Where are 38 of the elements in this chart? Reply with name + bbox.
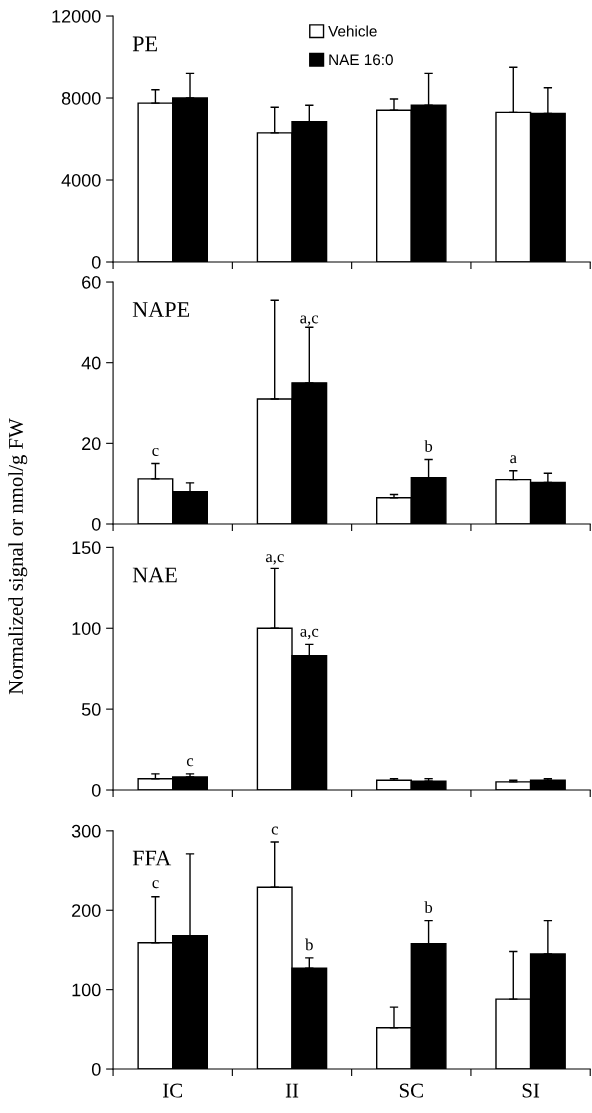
y-tick-label: 0 [91, 255, 101, 269]
y-tick-label: 150 [72, 541, 101, 555]
y-axis-title: Normalized signal or nmol/g FW [8, 418, 28, 695]
y-tick-label: 0 [91, 1062, 101, 1076]
y-tick-label: 100 [72, 983, 101, 997]
legend-label: NAE 16:0 [329, 54, 393, 66]
text: PE [132, 36, 157, 52]
annotation: b [305, 938, 313, 951]
y-tick-label: 0 [91, 783, 101, 797]
text: NAE [132, 567, 177, 583]
annotation: c [271, 826, 279, 835]
y-tick-label: 12000 [52, 9, 101, 23]
y-tick-label: 100 [72, 622, 101, 635]
y-tick-label: 40 [81, 356, 101, 370]
annotation: c [152, 880, 159, 889]
x-tick-label: IC [163, 1083, 182, 1098]
annotation: c [186, 758, 194, 767]
text: FFA [132, 850, 172, 866]
text: NAPE [132, 302, 190, 317]
y-tick-label: 0 [91, 517, 101, 531]
y-tick-label: 4000 [61, 173, 101, 187]
annotation: b [424, 901, 433, 914]
y-tick-label: 20 [82, 437, 101, 451]
annotation: b [424, 440, 433, 452]
x-tick-label: SI [522, 1083, 540, 1098]
x-tick-label: SC [399, 1083, 423, 1098]
annotation: a [510, 455, 517, 464]
x-tick-label: II [285, 1083, 299, 1098]
y-tick-label: 300 [71, 824, 101, 838]
y-tick-label: 60 [82, 275, 101, 289]
y-tick-label: 200 [72, 904, 101, 917]
y-tick-label: 50 [81, 703, 101, 716]
annotation: a,c [300, 315, 319, 326]
annotation: c [152, 447, 159, 456]
legend-label: Vehicle [328, 25, 377, 37]
y-tick-label: 8000 [61, 91, 101, 105]
annotation: a,c [265, 554, 284, 565]
annotation: a,c [300, 628, 319, 640]
